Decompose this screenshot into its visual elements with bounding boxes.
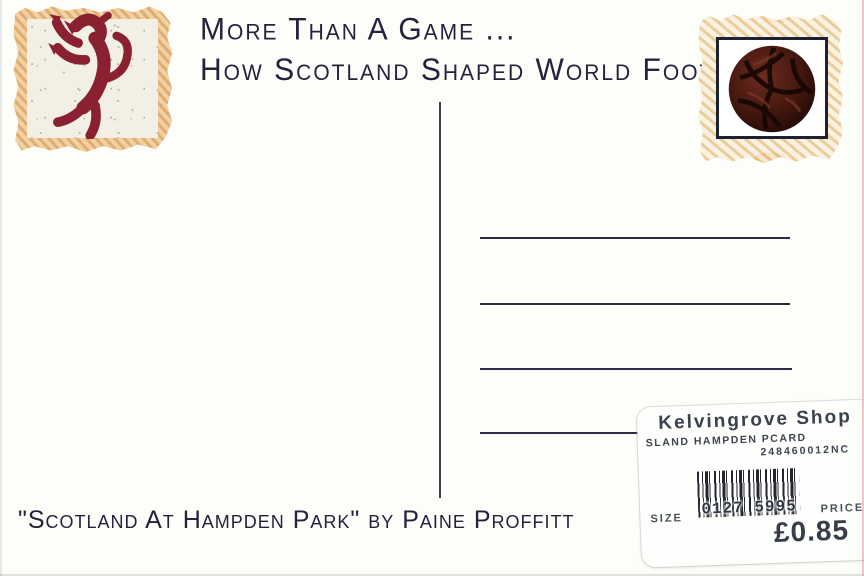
postcard-divider-line xyxy=(439,102,441,498)
football-stamp-panel xyxy=(716,37,828,139)
scan-edge-bottom xyxy=(0,574,864,576)
title-line-1: More Than A Game ... xyxy=(200,12,517,48)
price-value: £0.85 xyxy=(773,514,850,548)
postcard-title: More Than A Game ... How Scotland Shaped… xyxy=(200,10,774,91)
title-line-2: How Scotland Shaped World Football xyxy=(200,52,774,88)
lion-rampant-icon xyxy=(48,11,132,139)
scan-edge-right xyxy=(862,0,864,576)
address-line-1 xyxy=(480,237,790,239)
price-sticker: Kelvingrove Shop SLAND HAMPDEN PCARD 248… xyxy=(636,399,864,568)
product-code: 248460012NC xyxy=(760,443,851,459)
shop-name: Kelvingrove Shop xyxy=(657,406,853,434)
address-line-4 xyxy=(480,432,640,434)
lion-stamp xyxy=(13,6,172,152)
artwork-caption: "Scotland At Hampden Park" by Paine Prof… xyxy=(18,506,575,534)
scan-edge-left xyxy=(0,0,2,576)
address-line-2 xyxy=(480,303,790,305)
football-stamp xyxy=(698,14,843,163)
address-line-3 xyxy=(480,368,792,370)
price-label: PRICE xyxy=(820,501,864,516)
size-label: SIZE xyxy=(650,512,684,526)
vintage-football-icon xyxy=(728,45,816,133)
